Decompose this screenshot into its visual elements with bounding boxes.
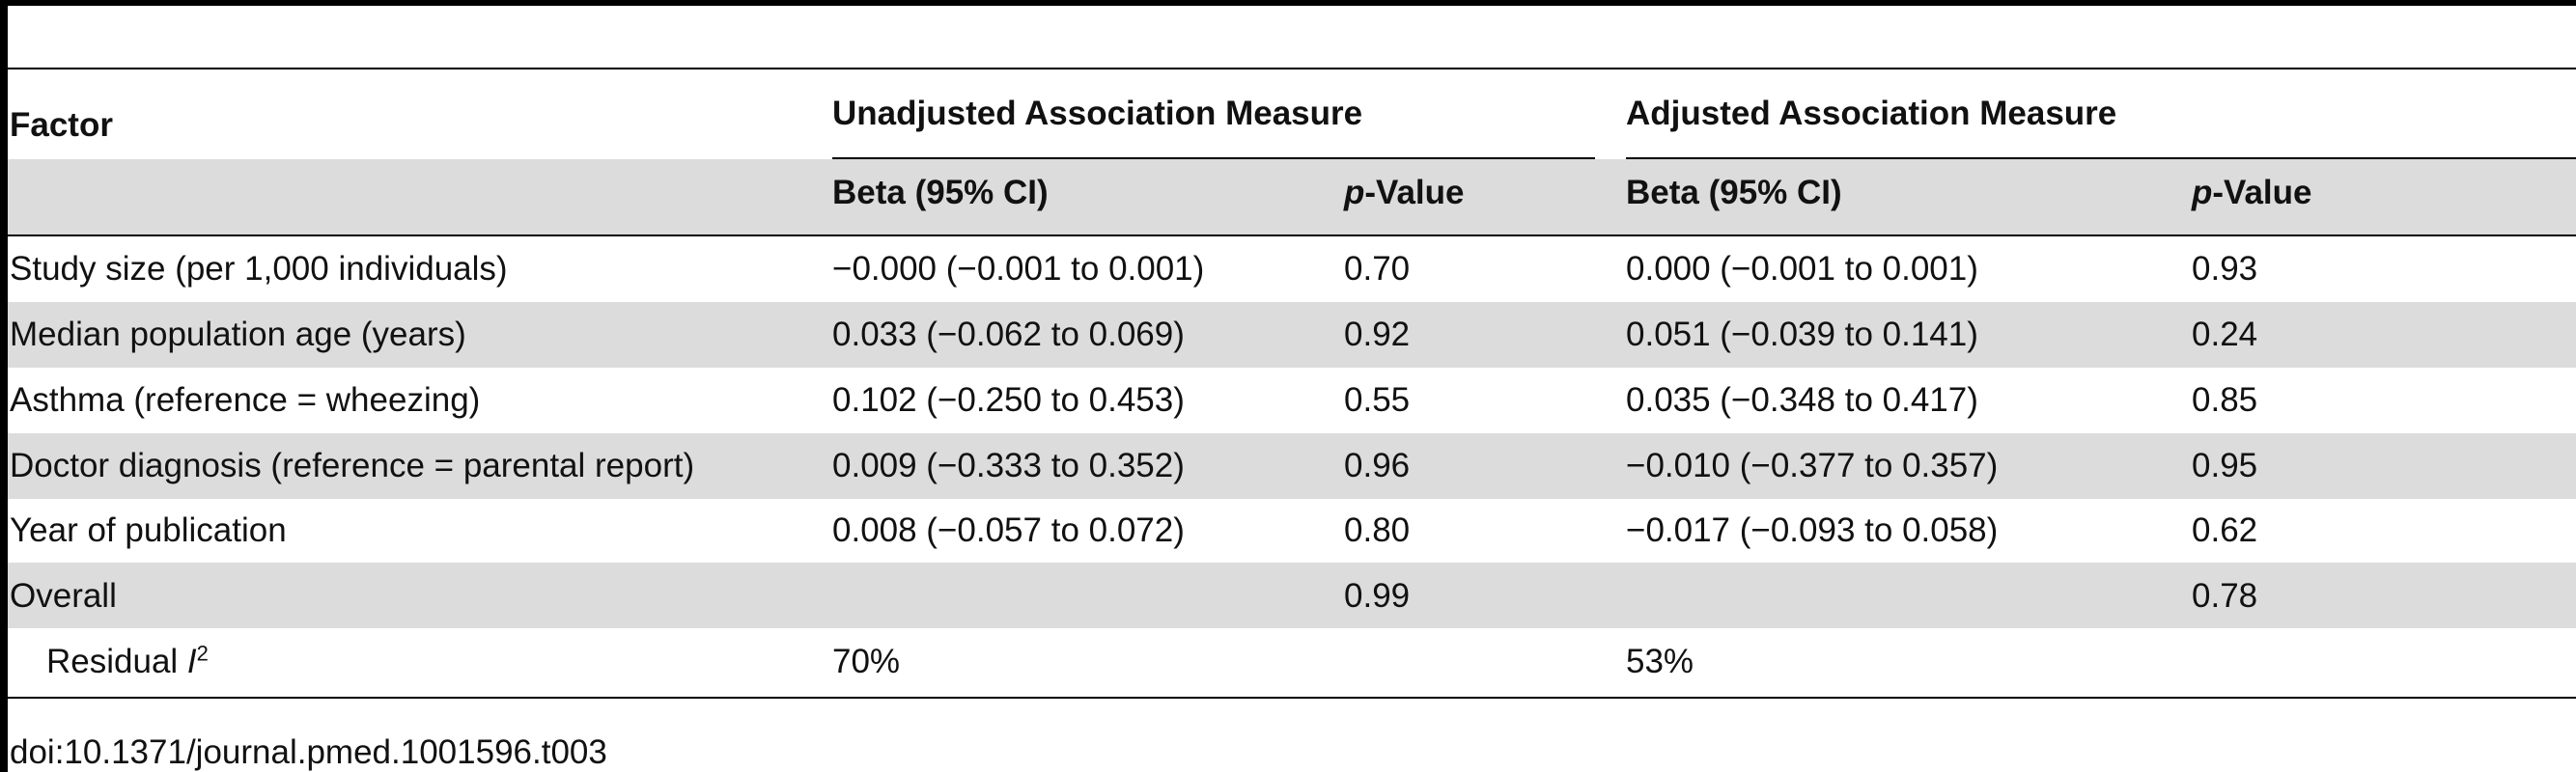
residual-unadjusted: 70%	[832, 643, 901, 680]
row-factor: Study size (per 1,000 individuals)	[10, 250, 508, 288]
row-beta-unadjusted: 0.008 (−0.057 to 0.072)	[832, 511, 1185, 549]
table-top-rule	[8, 68, 2576, 69]
row-band-6	[8, 563, 2576, 628]
row-p-adjusted: 0.95	[2192, 447, 2258, 484]
row-p-adjusted: 0.62	[2192, 511, 2258, 549]
beta-adjusted-header: Beta (95% CI)	[1626, 174, 1842, 211]
p-value-suffix: -Value	[2212, 174, 2312, 211]
row-p-unadjusted: 0.96	[1344, 447, 1411, 484]
row-band-2	[8, 302, 2576, 368]
row-beta-unadjusted: 0.009 (−0.333 to 0.352)	[832, 447, 1185, 484]
row-factor: Doctor diagnosis (reference = parental r…	[10, 447, 695, 484]
row-p-adjusted: 0.93	[2192, 250, 2258, 288]
unadjusted-group-header: Unadjusted Association Measure	[832, 95, 1363, 132]
row-beta-adjusted: 0.035 (−0.348 to 0.417)	[1626, 381, 1978, 419]
doi-caption: doi:10.1371/journal.pmed.1001596.t003	[10, 733, 607, 771]
residual-label-text: Residual	[46, 643, 187, 680]
adjusted-group-rule	[1626, 157, 2576, 159]
top-border	[0, 0, 2576, 6]
residual-adjusted: 53%	[1626, 643, 1694, 680]
residual-label: Residual I2	[46, 643, 209, 681]
p-value-unadjusted-header: p-Value	[1344, 174, 1465, 212]
row-beta-adjusted: 0.051 (−0.039 to 0.141)	[1626, 316, 1978, 353]
row-factor: Median population age (years)	[10, 316, 466, 353]
row-beta-unadjusted: −0.000 (−0.001 to 0.001)	[832, 250, 1205, 288]
p-value-adjusted-header: p-Value	[2192, 174, 2312, 212]
factor-header: Factor	[10, 106, 113, 144]
p-letter: p	[2192, 174, 2213, 211]
row-p-unadjusted: 0.70	[1344, 250, 1411, 288]
row-factor: Asthma (reference = wheezing)	[10, 381, 481, 419]
p-value-suffix: -Value	[1364, 174, 1465, 211]
row-p-adjusted: 0.24	[2192, 316, 2258, 353]
table-bottom-rule	[8, 697, 2576, 699]
row-factor: Overall	[10, 577, 117, 615]
p-letter: p	[1344, 174, 1365, 211]
header-bottom-rule	[8, 234, 2576, 236]
row-p-unadjusted: 0.92	[1344, 316, 1411, 353]
adjusted-group-header: Adjusted Association Measure	[1626, 95, 2117, 132]
row-p-adjusted: 0.85	[2192, 381, 2258, 419]
row-factor: Year of publication	[10, 511, 287, 549]
row-p-unadjusted: 0.80	[1344, 511, 1411, 549]
row-band-4	[8, 433, 2576, 499]
residual-i-symbol: I	[186, 643, 197, 680]
row-p-unadjusted: 0.55	[1344, 381, 1411, 419]
row-beta-unadjusted: 0.033 (−0.062 to 0.069)	[832, 316, 1185, 353]
unadjusted-group-rule	[832, 157, 1595, 159]
row-p-adjusted: 0.78	[2192, 577, 2258, 615]
subheader-band	[8, 159, 2576, 234]
row-beta-adjusted: −0.017 (−0.093 to 0.058)	[1626, 511, 1999, 549]
left-border	[0, 0, 8, 772]
residual-superscript: 2	[196, 641, 209, 666]
beta-unadjusted-header: Beta (95% CI)	[832, 174, 1049, 211]
row-p-unadjusted: 0.99	[1344, 577, 1411, 615]
row-beta-adjusted: 0.000 (−0.001 to 0.001)	[1626, 250, 1978, 288]
row-beta-adjusted: −0.010 (−0.377 to 0.357)	[1626, 447, 1999, 484]
row-beta-unadjusted: 0.102 (−0.250 to 0.453)	[832, 381, 1185, 419]
